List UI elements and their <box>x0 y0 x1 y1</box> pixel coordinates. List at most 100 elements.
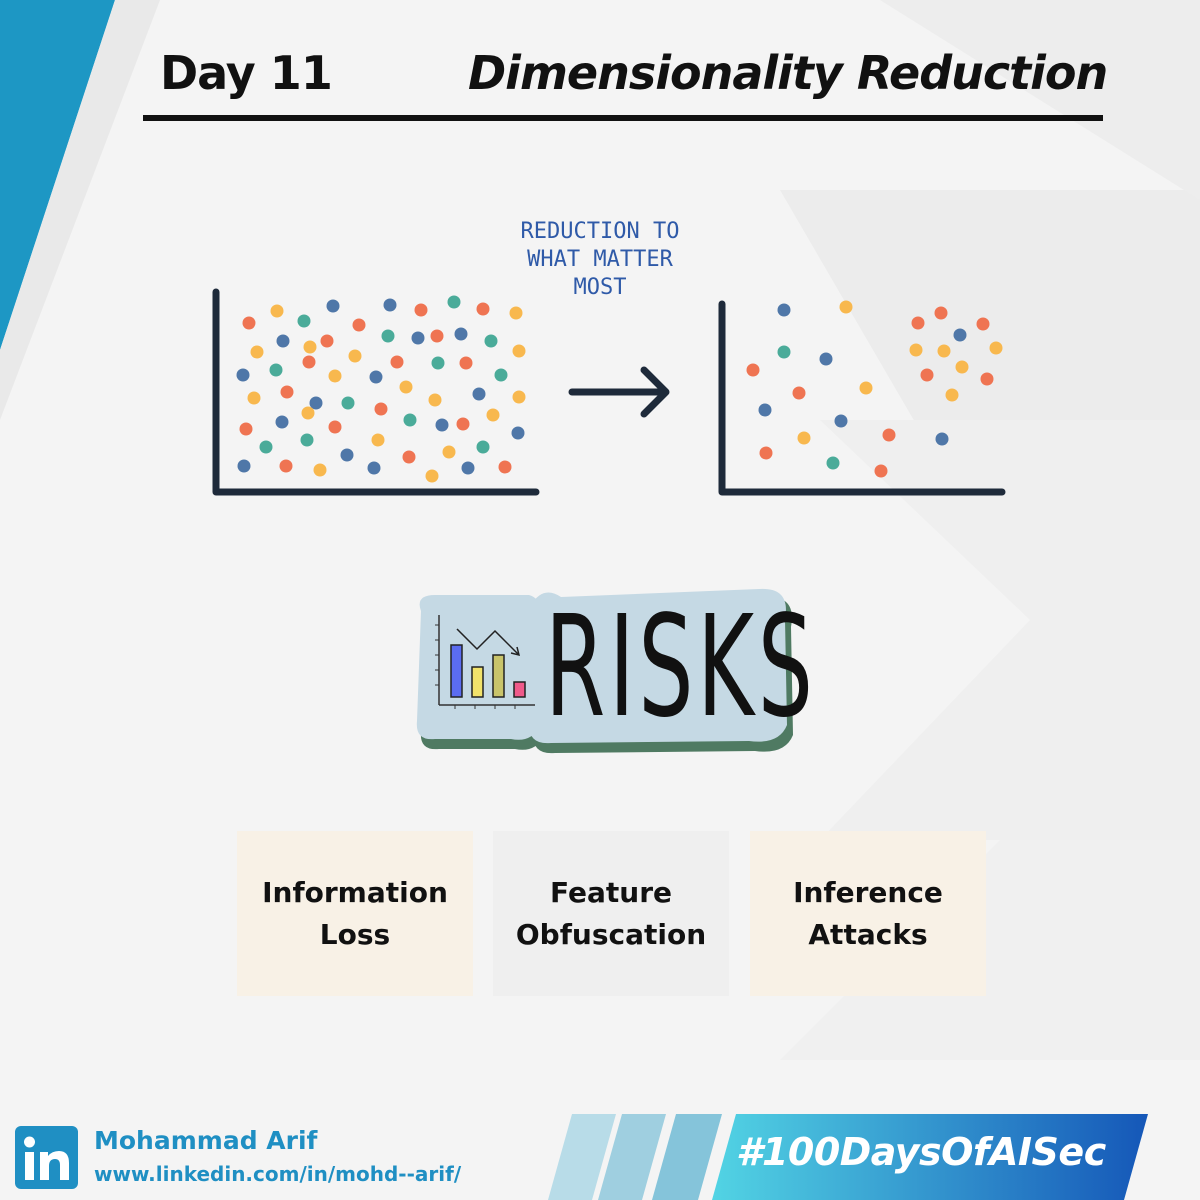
scatter-dot <box>486 408 500 422</box>
scatter-plot-after <box>718 300 1006 496</box>
scatter-dot <box>472 387 486 401</box>
scatter-dot <box>301 406 315 420</box>
scatter-dot <box>476 440 490 454</box>
scatter-dot <box>303 340 317 354</box>
plot-axes <box>718 300 1006 496</box>
scatter-dot <box>759 446 773 460</box>
scatter-dot <box>328 420 342 434</box>
scatter-dot <box>839 300 853 314</box>
scatter-dot <box>341 396 355 410</box>
linkedin-icon[interactable] <box>15 1126 78 1189</box>
scatter-dot <box>435 418 449 432</box>
scatter-dot <box>374 402 388 416</box>
scatter-dot <box>369 370 383 384</box>
scatter-dot <box>297 314 311 328</box>
day-label: Day 11 <box>160 46 333 100</box>
scatter-dot <box>874 464 888 478</box>
scatter-dot <box>367 461 381 475</box>
risk-card-inference-attacks: Inference Attacks <box>750 831 986 996</box>
risk-card-line: Feature <box>550 875 672 909</box>
scatter-dot <box>758 403 772 417</box>
scatter-dot <box>819 352 833 366</box>
plot-axes <box>212 288 540 496</box>
scatter-dot <box>989 341 1003 355</box>
scatter-dot <box>300 433 314 447</box>
risks-heading: RISKS <box>545 586 817 749</box>
scatter-dot <box>425 469 439 483</box>
scatter-dot <box>371 433 385 447</box>
scatter-dot <box>399 380 413 394</box>
scatter-dot <box>494 368 508 382</box>
scatter-dot <box>247 391 261 405</box>
scatter-dot <box>509 306 523 320</box>
scatter-dot <box>279 459 293 473</box>
scatter-dot <box>414 303 428 317</box>
scatter-dot <box>777 345 791 359</box>
scatter-dot <box>456 417 470 431</box>
scatter-dot <box>953 328 967 342</box>
scatter-dot <box>792 386 806 400</box>
risk-card-line: Attacks <box>808 917 928 951</box>
risk-card-line: Inference <box>793 875 943 909</box>
author-name: Mohammad Arif <box>94 1126 318 1155</box>
scatter-dot <box>937 344 951 358</box>
scatter-dot <box>381 329 395 343</box>
profile-link[interactable]: www.linkedin.com/in/mohd--arif/ <box>94 1162 462 1186</box>
scatter-dot <box>383 298 397 312</box>
scatter-dot <box>746 363 760 377</box>
scatter-dot <box>459 356 473 370</box>
scatter-dot <box>461 461 475 475</box>
scatter-dot <box>447 295 461 309</box>
scatter-dot <box>402 450 416 464</box>
scatter-dot <box>237 459 251 473</box>
scatter-dot <box>442 445 456 459</box>
scatter-dot <box>239 422 253 436</box>
scatter-dot <box>911 316 925 330</box>
scatter-dot <box>280 385 294 399</box>
scatter-dot <box>250 345 264 359</box>
scatter-dot <box>403 413 417 427</box>
risk-card-line: Information <box>262 875 448 909</box>
scatter-dot <box>348 349 362 363</box>
scatter-dot <box>236 368 250 382</box>
scatter-dot <box>276 334 290 348</box>
risk-card-feature-obfuscation: Feature Obfuscation <box>493 831 729 996</box>
scatter-dot <box>976 317 990 331</box>
scatter-dot <box>328 369 342 383</box>
scatter-dot <box>454 327 468 341</box>
caption-line: WHAT MATTER <box>527 247 673 272</box>
scatter-dot <box>269 363 283 377</box>
scatter-dot <box>309 396 323 410</box>
scatter-dot <box>980 372 994 386</box>
scatter-dot <box>797 431 811 445</box>
title-underline <box>143 115 1103 121</box>
scatter-dot <box>431 356 445 370</box>
scatter-dot <box>390 355 404 369</box>
scatter-dot <box>302 355 316 369</box>
right-arrow-icon <box>568 366 670 418</box>
scatter-dot <box>352 318 366 332</box>
topic-title: Dimensionality Reduction <box>468 46 1108 100</box>
scatter-dot <box>498 460 512 474</box>
scatter-dot <box>484 334 498 348</box>
scatter-dot <box>340 448 354 462</box>
bar-chart-icon <box>435 615 535 709</box>
caption-line: MOST <box>573 275 627 300</box>
scatter-dot <box>935 432 949 446</box>
scatter-dot <box>313 463 327 477</box>
caption-line: REDUCTION TO <box>520 219 680 244</box>
scatter-dot <box>511 426 525 440</box>
scatter-dot <box>320 334 334 348</box>
scatter-dot <box>882 428 896 442</box>
risk-card-information-loss: Information Loss <box>237 831 473 996</box>
scatter-dot <box>476 302 490 316</box>
scatter-dot <box>326 299 340 313</box>
scatter-dot <box>411 331 425 345</box>
hashtag-label: #100DaysOfAISec <box>736 1130 1106 1174</box>
risk-card-line: Loss <box>319 917 391 951</box>
scatter-dot <box>242 316 256 330</box>
scatter-dot <box>270 304 284 318</box>
scatter-dot <box>909 343 923 357</box>
